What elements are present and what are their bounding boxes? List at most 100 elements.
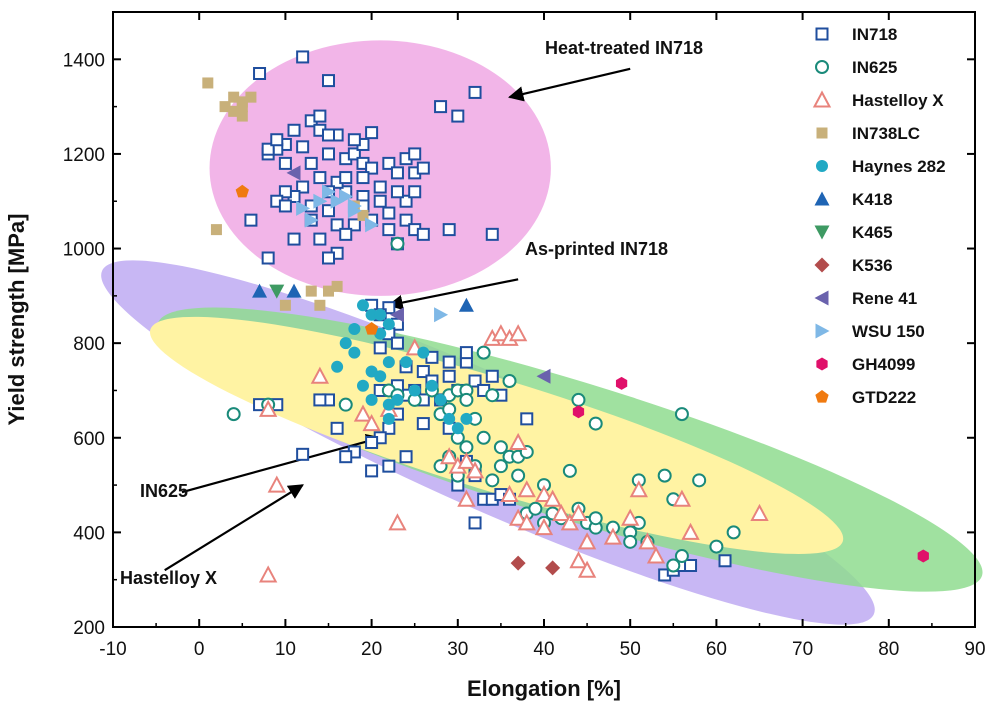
data-point: [347, 147, 361, 161]
data-point: [534, 484, 554, 503]
data-point: [416, 161, 430, 175]
data-point: [459, 392, 474, 407]
data-point: [517, 480, 536, 498]
data-point: [202, 77, 214, 89]
data-point: [338, 397, 353, 412]
y-tick-label: 400: [73, 523, 105, 544]
data-point: [330, 218, 344, 232]
annotation-arrow: [181, 434, 382, 494]
data-point: [373, 180, 387, 194]
data-point: [365, 161, 379, 175]
legend-label: IN625: [852, 58, 897, 77]
data-point: [434, 100, 448, 114]
data-point: [536, 368, 551, 384]
data-point: [347, 198, 362, 214]
legend-label: Hastelloy X: [852, 91, 944, 110]
data-point: [313, 232, 327, 246]
data-point: [296, 180, 310, 194]
data-point: [493, 459, 508, 474]
data-point: [443, 412, 456, 425]
data-point: [348, 346, 361, 359]
data-point: [457, 451, 476, 469]
data-point: [353, 404, 373, 422]
data-point: [382, 412, 395, 425]
data-point: [408, 147, 422, 161]
data-point: [520, 412, 534, 426]
x-tick-label: 90: [964, 639, 985, 660]
data-point: [726, 525, 741, 540]
data-point: [278, 185, 292, 199]
data-point: [252, 283, 268, 298]
data-point: [382, 318, 395, 331]
data-point: [440, 447, 459, 465]
data-point: [373, 194, 387, 208]
legend-marker: [815, 323, 830, 339]
data-point: [322, 204, 335, 218]
data-point: [347, 133, 361, 147]
legend-marker: [814, 225, 830, 240]
data-point: [382, 206, 396, 220]
data-point: [485, 388, 500, 403]
data-point: [365, 393, 378, 406]
legend-marker: [816, 160, 828, 172]
data-point: [388, 513, 407, 531]
data-point: [408, 185, 422, 199]
data-point: [228, 105, 240, 117]
data-point: [451, 109, 465, 123]
data-point: [365, 464, 379, 478]
data-point: [657, 468, 672, 483]
data-points: [202, 50, 929, 583]
data-point: [508, 324, 528, 342]
data-point: [382, 459, 396, 473]
data-point: [442, 369, 456, 383]
data-point: [356, 171, 370, 185]
data-point: [709, 539, 724, 554]
legend-marker: [816, 127, 828, 139]
annotation-arrow: [387, 278, 519, 311]
data-point: [569, 551, 588, 569]
data-point: [493, 440, 508, 455]
x-tick-label: 70: [792, 639, 813, 660]
data-point: [365, 436, 379, 449]
data-point: [684, 559, 698, 572]
legend-label: IN718: [852, 25, 897, 44]
data-point: [543, 489, 562, 507]
data-point: [296, 50, 310, 64]
data-point: [339, 337, 352, 350]
data-point: [692, 473, 707, 488]
data-point: [365, 126, 379, 140]
data-point: [390, 166, 404, 180]
data-point: [313, 109, 327, 123]
data-point: [330, 421, 344, 435]
data-point: [416, 417, 430, 431]
y-axis-title: Yield strength [MPa]: [4, 214, 29, 426]
data-point: [270, 133, 284, 147]
data-point: [362, 413, 381, 432]
data-point: [339, 171, 353, 185]
x-tick-label: 0: [194, 639, 205, 660]
legend-marker: [812, 90, 832, 108]
x-tick-label: -10: [99, 639, 126, 660]
data-point: [603, 527, 623, 545]
data-point: [258, 565, 278, 583]
data-point: [508, 508, 528, 526]
data-point: [517, 513, 536, 531]
data-point: [267, 475, 286, 493]
data-point: [416, 227, 430, 241]
data-point: [638, 532, 657, 550]
data-point: [339, 227, 353, 241]
data-point: [545, 560, 561, 576]
data-point: [339, 189, 354, 204]
data-point: [356, 379, 369, 392]
data-point: [339, 450, 353, 464]
data-point: [286, 165, 301, 181]
data-point: [391, 393, 404, 406]
data-point: [347, 218, 361, 232]
data-point: [491, 324, 511, 342]
y-tick-label: 200: [73, 618, 105, 639]
annotation-label: As-printed IN718: [525, 239, 668, 259]
data-point: [235, 184, 249, 198]
data-point: [672, 489, 692, 507]
data-point: [621, 508, 640, 526]
data-point: [451, 422, 464, 435]
